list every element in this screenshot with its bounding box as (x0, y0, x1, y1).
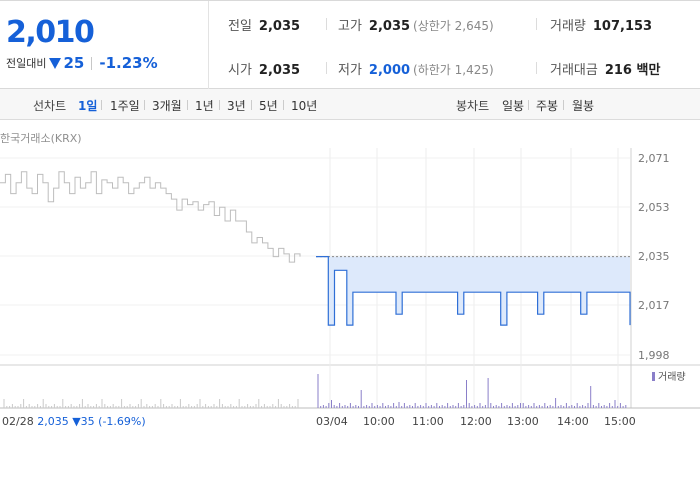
tab-3y[interactable]: 3년 (227, 99, 246, 113)
current-price: 2,010 (6, 15, 95, 50)
prev-day-change: ▼35 (72, 415, 95, 428)
x-tick-label: 03/04 (316, 415, 348, 428)
divider (91, 56, 93, 70)
volume-value: 107,153 (592, 19, 653, 34)
change-label: 전일대비 (6, 57, 47, 70)
prev-close-cell: 전일 2,035 (228, 15, 300, 34)
tab-daily[interactable]: 일봉 (502, 99, 525, 113)
quote-summary: 2,010 전일대비 25 -1.23% 전일 2,035 시가 2,035 고가 2… (0, 0, 700, 89)
low-label: 저가 (338, 63, 362, 78)
prev-close-label: 전일 (228, 19, 252, 34)
divider (536, 62, 537, 74)
y-tick-label: 2,017 (638, 299, 670, 312)
tab-1y[interactable]: 1년 (195, 99, 214, 113)
line-chart-title: 선차트 (33, 99, 67, 113)
price-chart: 한국거래소(KRX) 2,071 2,053 2,035 2,017 1,998 03/0… (0, 120, 700, 490)
volume-legend-label: 거래량 (658, 371, 686, 383)
divider (326, 62, 327, 74)
divider (187, 100, 188, 110)
y-tick-label: 2,035 (638, 250, 670, 263)
prev-day-info: 02/28 2,035 ▼35 (-1.69%) (2, 415, 146, 428)
divider (536, 18, 537, 30)
prev-day-line (0, 171, 301, 263)
change-row: 전일대비 25 -1.23% (6, 54, 158, 72)
prev-day-price: 2,035 (37, 415, 69, 428)
high-label: 고가 (338, 19, 362, 34)
y-tick-label: 1,998 (638, 349, 670, 362)
divider (283, 100, 284, 110)
tab-3m[interactable]: 3개월 (152, 99, 182, 113)
change-value: 25 (63, 54, 85, 72)
chart-tabs: 선차트 1일 1주일 3개월 1년 3년 5년 10년 봉차트 일봉 주봉 월봉 (0, 89, 700, 120)
high-cell: 고가 2,035 (상한가 2,645) (338, 15, 494, 34)
volume-label: 거래량 (550, 19, 586, 34)
x-tick-label: 15:00 (604, 415, 636, 428)
volume-cell: 거래량 107,153 (550, 15, 652, 34)
price-line (316, 256, 631, 326)
low-cell: 저가 2,000 (하한가 1,425) (338, 59, 494, 78)
chart-canvas: 2,071 2,053 2,035 2,017 1,998 03/04 10:00 11:00… (0, 148, 700, 428)
open-label: 시가 (228, 63, 252, 78)
price-box: 2,010 전일대비 25 -1.23% (0, 1, 209, 89)
x-tick-label: 10:00 (363, 415, 395, 428)
triangle-down-icon (49, 57, 62, 69)
tab-monthly[interactable]: 월봉 (572, 99, 595, 113)
tab-1d[interactable]: 1일 (78, 99, 98, 113)
tab-5y[interactable]: 5년 (259, 99, 278, 113)
x-tick-label: 11:00 (412, 415, 444, 428)
volume-legend-swatch (652, 372, 655, 381)
tab-1w[interactable]: 1주일 (110, 99, 140, 113)
y-tick-label: 2,053 (638, 201, 670, 214)
x-tick-label: 14:00 (557, 415, 589, 428)
tab-10y[interactable]: 10년 (291, 99, 318, 113)
divider (563, 100, 564, 110)
divider (219, 100, 220, 110)
change-percent: -1.23% (99, 54, 158, 72)
x-tick-label: 12:00 (460, 415, 492, 428)
tab-weekly[interactable]: 주봉 (536, 99, 559, 113)
amount-cell: 거래대금 216 백만 (550, 59, 660, 78)
divider (326, 18, 327, 30)
upper-limit: (상한가 2,645) (413, 19, 494, 33)
high-value: 2,035 (368, 19, 411, 34)
open-value: 2,035 (258, 63, 301, 78)
prev-day-date: 02/28 (2, 415, 34, 428)
amount-label: 거래대금 (550, 63, 598, 78)
divider (144, 100, 145, 110)
divider (101, 100, 102, 110)
price-area (316, 256, 630, 326)
candle-chart-title: 봉차트 (456, 99, 490, 113)
divider (251, 100, 252, 110)
open-cell: 시가 2,035 (228, 59, 300, 78)
amount-value: 216 백만 (604, 63, 661, 78)
low-value: 2,000 (368, 63, 411, 78)
lower-limit: (하한가 1,425) (413, 63, 494, 77)
divider (528, 100, 529, 110)
y-tick-label: 2,071 (638, 152, 670, 165)
prev-day-pct: (-1.69%) (98, 415, 146, 428)
prev-close-value: 2,035 (258, 19, 301, 34)
x-tick-label: 13:00 (507, 415, 539, 428)
data-source: 한국거래소(KRX) (0, 132, 82, 145)
